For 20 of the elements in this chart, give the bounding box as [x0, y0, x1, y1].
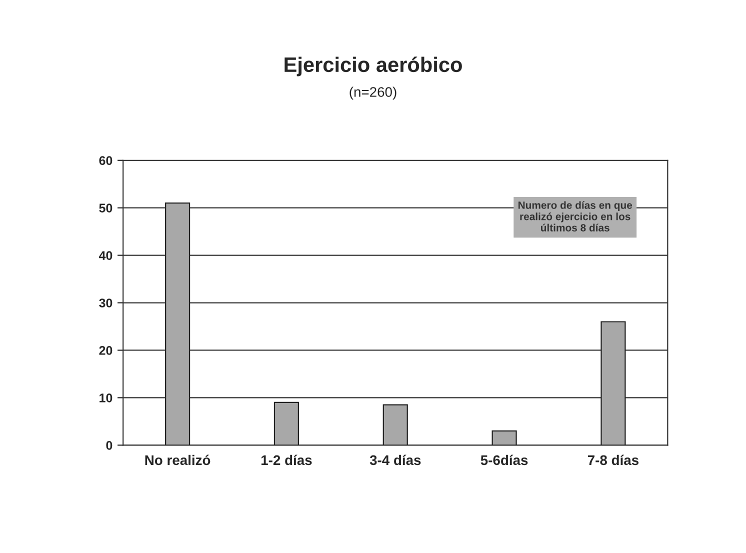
y-tick-label: 0	[106, 440, 112, 450]
y-tick-label: 60	[99, 156, 112, 166]
x-tick-label: 1-2 días	[261, 454, 312, 466]
bar	[274, 402, 299, 446]
y-tick-label: 30	[99, 298, 112, 308]
x-tick-label: 7-8 días	[588, 454, 639, 466]
x-tick-label: No realizó	[145, 454, 210, 466]
annotation: Numero de días en que realizó ejercicio en los últimos 8 días	[518, 201, 632, 232]
bar	[382, 404, 408, 446]
x-tick-label: 3-4 días	[370, 454, 421, 466]
chart-title: Ejercicio aeróbico	[284, 56, 462, 76]
bar	[165, 202, 190, 446]
bar	[492, 430, 517, 446]
y-tick-label: 40	[98, 251, 112, 260]
y-tick-label: 10	[100, 394, 112, 402]
chart-subtitle: (n=260)	[350, 86, 396, 100]
x-tick-label: 5-6días	[480, 454, 528, 466]
bar	[600, 321, 626, 446]
y-tick-label: 50	[99, 204, 112, 212]
y-tick-label: 20	[99, 346, 112, 355]
